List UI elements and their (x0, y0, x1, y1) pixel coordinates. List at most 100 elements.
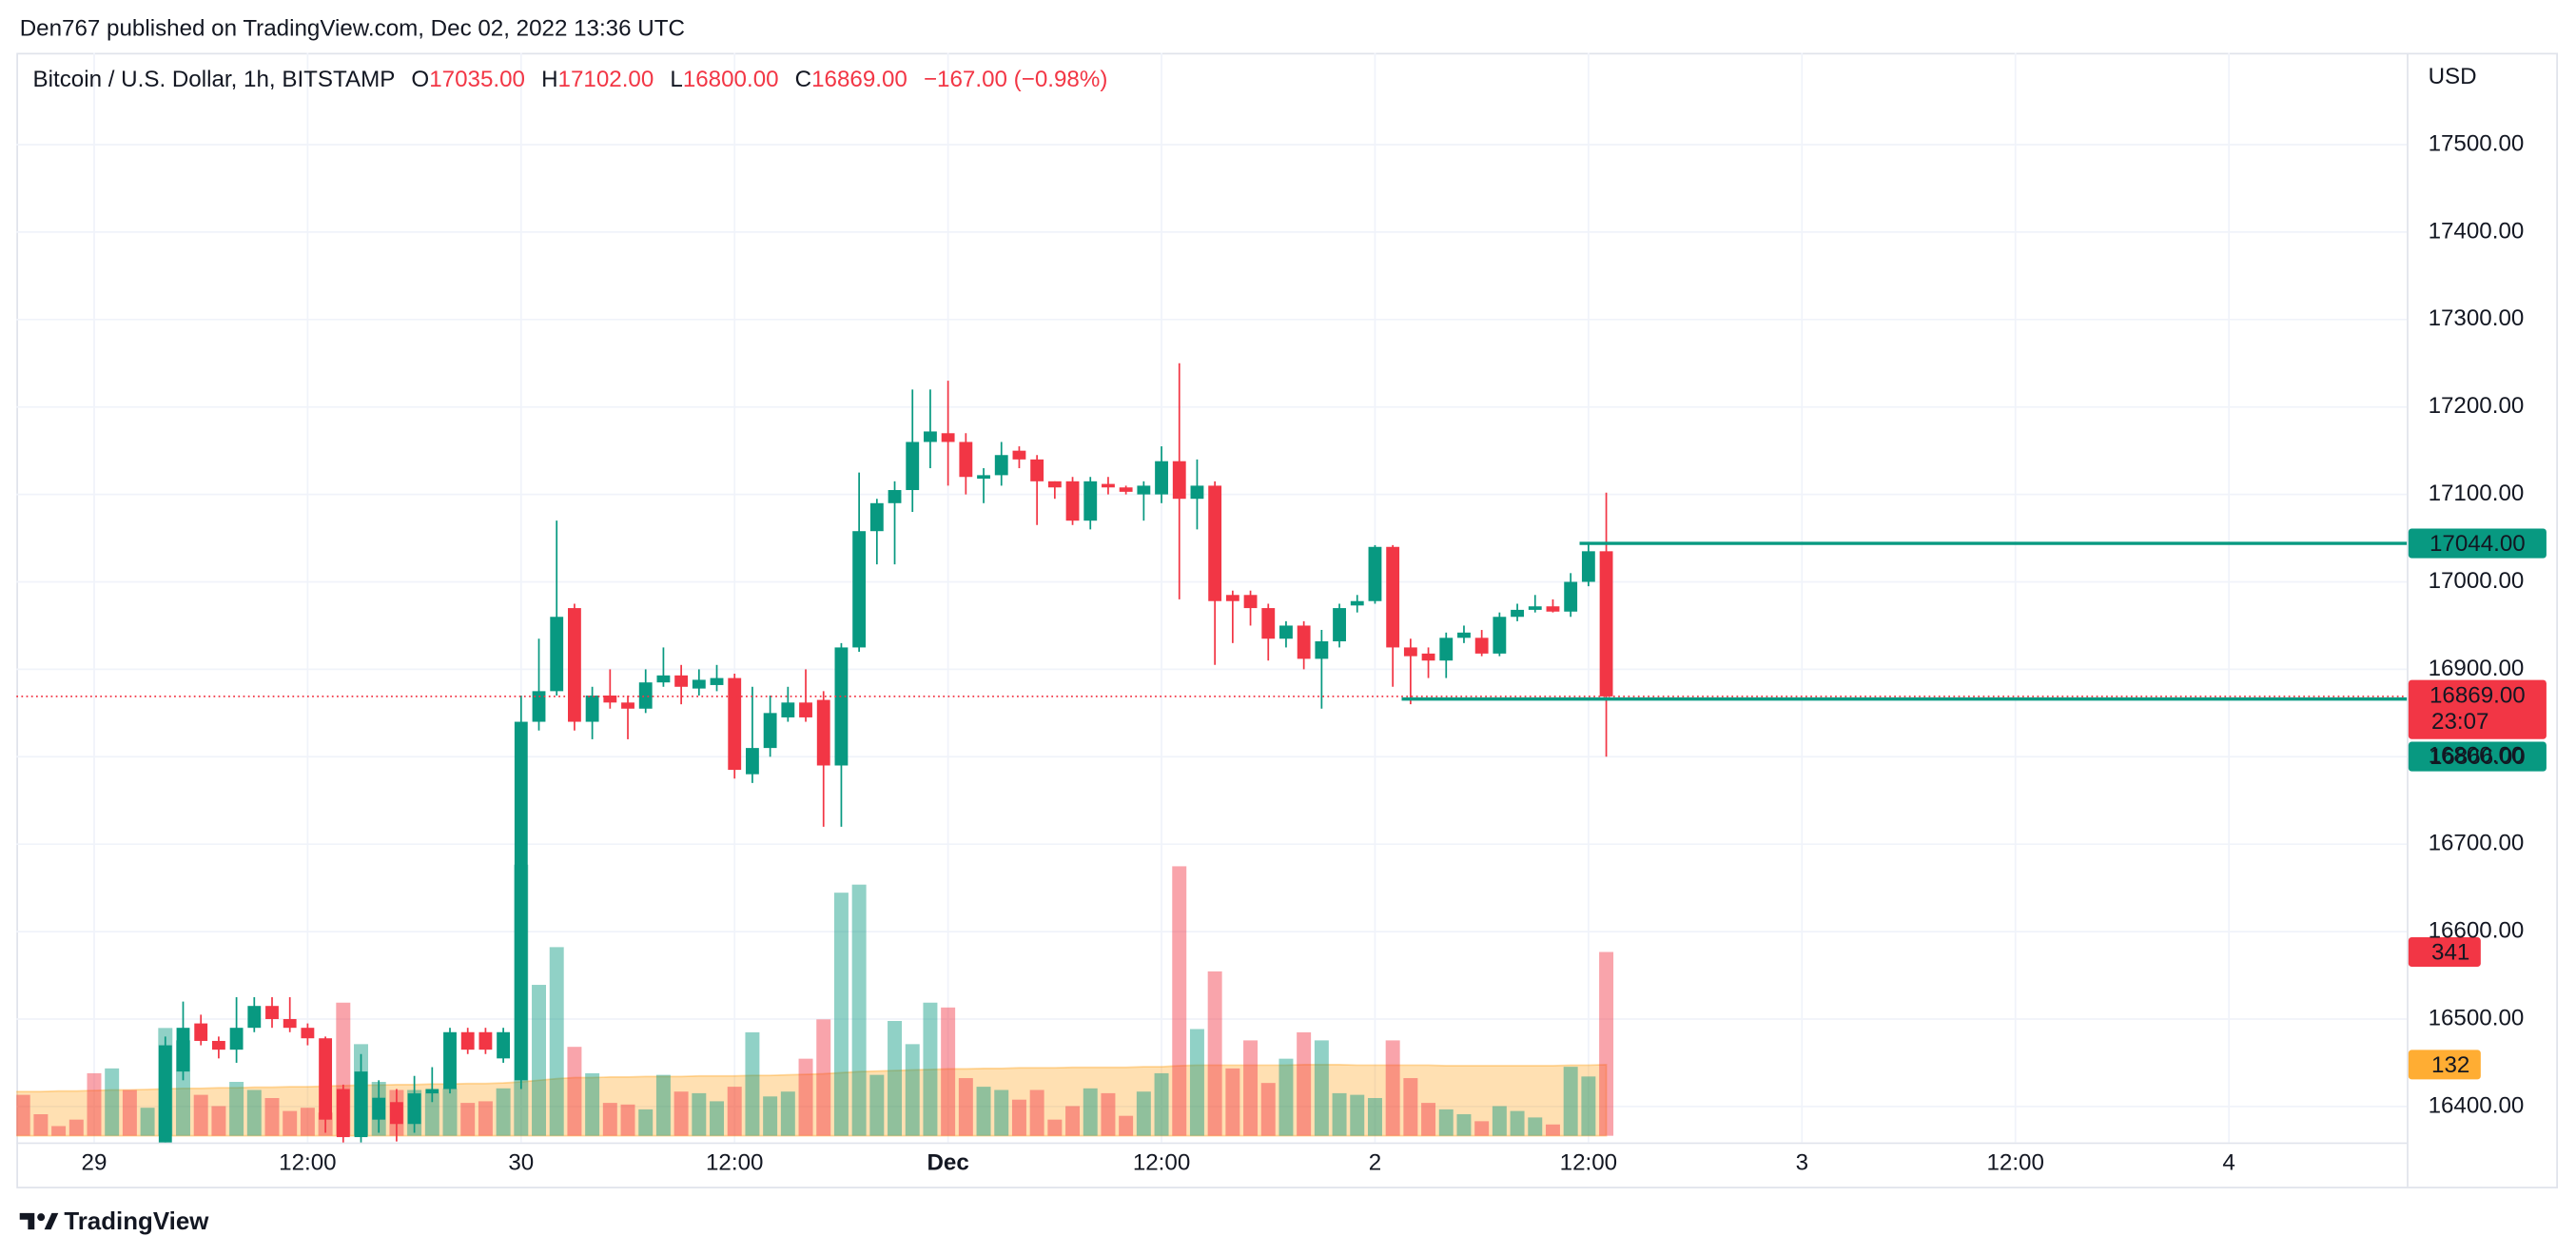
candle-body (906, 442, 920, 491)
volume-bar (478, 1101, 493, 1136)
volume-bar (1314, 1040, 1329, 1136)
volume-bar (1350, 1094, 1365, 1136)
candle-body (1421, 653, 1435, 661)
volume-ma-label-box (2408, 1050, 2481, 1080)
candle-body (1333, 608, 1346, 641)
volume-bar (1599, 952, 1614, 1136)
x-tick-label: 12:00 (1560, 1149, 1617, 1175)
candle-body (1137, 485, 1151, 495)
volume-bar (496, 1088, 511, 1136)
volume-bar (655, 1074, 671, 1136)
publish-info: Den767 published on TradingView.com, Dec… (20, 16, 685, 42)
candle-body (692, 679, 706, 689)
y-tick-label: 16400.00 (2429, 1092, 2525, 1118)
price-label: 16866.00 (2430, 744, 2526, 770)
volume-bar (122, 1089, 137, 1136)
volume-bar (888, 1020, 903, 1136)
x-tick-label: 4 (2222, 1149, 2234, 1175)
volume-bar (941, 1007, 956, 1136)
volume-bar (16, 1094, 30, 1136)
volume-pane (16, 864, 1614, 1137)
candle-body (16, 1154, 29, 1163)
volume-bar (442, 1088, 458, 1136)
candle-body (941, 433, 955, 442)
volume-bar (211, 1106, 226, 1136)
volume-bar (1243, 1040, 1259, 1136)
candle-body (799, 702, 812, 717)
legend-letter: C (795, 67, 811, 92)
volume-bar (193, 1094, 208, 1136)
candle-body (1474, 638, 1489, 654)
brand-logo (19, 1212, 59, 1230)
volume-bar (1172, 866, 1187, 1136)
volume-bar (1047, 1119, 1063, 1136)
y-tick-label: 16700.00 (2429, 831, 2525, 856)
countdown: 23:07 (2431, 709, 2488, 735)
volume-bar (140, 1108, 155, 1136)
candle-body (443, 1031, 457, 1089)
candle-body (1047, 481, 1062, 488)
candle-body (1243, 595, 1258, 609)
volume-bar (1136, 1091, 1151, 1136)
volume-bar (1029, 1089, 1044, 1136)
volume-bar (710, 1101, 725, 1136)
candle-body (1368, 546, 1382, 601)
candle-body (106, 1150, 119, 1172)
candle-body (1030, 459, 1044, 481)
candle-body (1172, 461, 1186, 500)
candle-body (497, 1031, 511, 1059)
volume-bar (51, 1126, 67, 1136)
x-tick-label: 12:00 (1986, 1149, 2043, 1175)
candle-body (460, 1031, 475, 1050)
volume-bar (1332, 1092, 1347, 1136)
candle-body (924, 431, 937, 442)
price-label-box (2408, 528, 2547, 559)
last-price-label: 16869.00 (2430, 682, 2526, 708)
candle-body (834, 647, 849, 766)
volume-bar (1563, 1067, 1578, 1136)
candle-body (229, 1028, 244, 1050)
candle-body (389, 1102, 403, 1125)
y-tick-label: 17000.00 (2429, 568, 2525, 594)
y-tick-label: 16800.00 (2429, 743, 2525, 769)
axes: 16400.00 16500.00 16600.00 16700.00 16800.00… (82, 130, 2525, 1175)
currency: USD (2429, 64, 2477, 89)
volume-bar (1492, 1106, 1507, 1136)
x-tick-label: 12:00 (1133, 1149, 1190, 1175)
volume-bar (1438, 1109, 1454, 1136)
volume-bar (1367, 1098, 1382, 1136)
last-price-box (2408, 679, 2547, 739)
candle-body (816, 699, 830, 766)
volume-bar (833, 893, 849, 1136)
volume-bar (424, 1092, 439, 1136)
candle-body (567, 608, 581, 722)
grid (16, 52, 2408, 1143)
volume-bar (33, 1113, 49, 1136)
volume-bar (1011, 1099, 1026, 1136)
candle-body (1102, 483, 1115, 488)
candle-body (514, 721, 528, 1081)
volume-bar (602, 1103, 617, 1136)
candle-body (1528, 606, 1542, 610)
candle-body (1564, 581, 1578, 612)
x-tick-label: 2 (1369, 1149, 1381, 1175)
legend-value: 17035.00 (429, 67, 525, 92)
volume-bar (229, 1082, 244, 1136)
candle-body (1119, 487, 1133, 492)
candle-body (1065, 481, 1080, 521)
candle-body (1279, 625, 1293, 639)
volume-bar (68, 1119, 84, 1136)
volume-bar (1278, 1058, 1294, 1136)
volume-bar (673, 1091, 689, 1136)
candle-body (1315, 640, 1329, 659)
candle-body (1190, 485, 1204, 500)
y-tick-label: 17200.00 (2429, 393, 2525, 419)
volume-bar (1510, 1110, 1525, 1136)
volume-bar (283, 1110, 298, 1136)
legend-change: −167.00 (924, 67, 1007, 92)
legend-letter: L (670, 67, 682, 92)
candle-body (674, 675, 689, 687)
